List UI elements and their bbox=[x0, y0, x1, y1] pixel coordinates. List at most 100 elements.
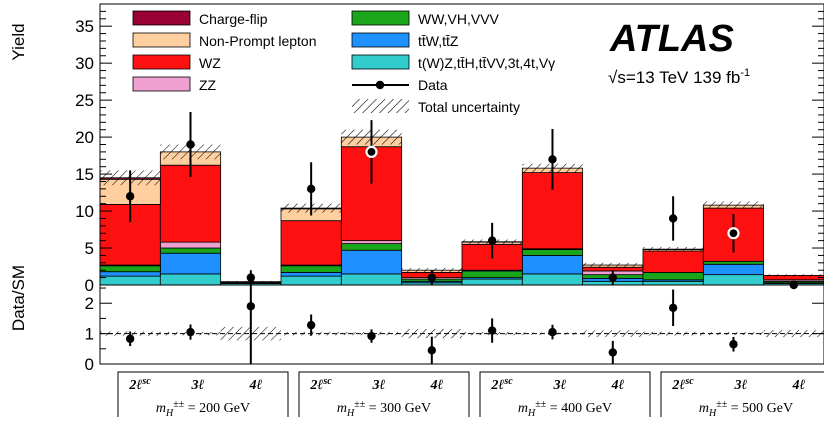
category-bin-label: 4ℓ bbox=[430, 378, 444, 393]
bar-segment-3-4 bbox=[341, 241, 401, 244]
bar-segment-2-7 bbox=[522, 250, 582, 256]
legend-swatch bbox=[352, 11, 409, 25]
legend-swatch bbox=[133, 77, 190, 91]
bin-label-sup: sc bbox=[322, 376, 332, 387]
data-point-2 bbox=[247, 273, 255, 281]
data-point-1 bbox=[186, 140, 194, 148]
bin-label-main: 3ℓ bbox=[191, 378, 205, 393]
bar-segment-1-10 bbox=[703, 264, 763, 274]
bar-segment-4-9 bbox=[643, 251, 703, 272]
bar-segment-2-6 bbox=[462, 271, 522, 278]
bar-segment-2-4 bbox=[341, 244, 401, 251]
ratio-point-2 bbox=[247, 302, 255, 310]
ratio-tick-label: 2 bbox=[85, 294, 94, 313]
mass-main: m bbox=[518, 401, 528, 416]
bin-label-main: 4ℓ bbox=[792, 378, 806, 393]
legend-swatch bbox=[133, 11, 190, 25]
bin-label-main: 2ℓ bbox=[490, 378, 504, 393]
data-point-8 bbox=[609, 273, 617, 281]
ratio-point-4 bbox=[367, 332, 375, 340]
legend-hatch-swatch bbox=[352, 99, 409, 113]
legend-swatch bbox=[133, 33, 190, 47]
bin-label-main: 3ℓ bbox=[553, 378, 567, 393]
mass-main: m bbox=[699, 401, 709, 416]
ratio-tick-label: 1 bbox=[85, 325, 94, 344]
bin-label-main: 4ℓ bbox=[611, 378, 625, 393]
data-point-9 bbox=[669, 214, 677, 222]
legend-label: Data bbox=[418, 77, 448, 93]
mass-main: m bbox=[337, 401, 347, 416]
bar-segment-2-1 bbox=[160, 248, 220, 253]
bar-segment-2-9 bbox=[643, 272, 703, 279]
bar-segment-0-9 bbox=[643, 281, 703, 285]
bar-segment-1-7 bbox=[522, 255, 582, 273]
data-point-6 bbox=[488, 236, 496, 244]
ratio-point-9 bbox=[669, 304, 677, 312]
category-bin-label: 3ℓ bbox=[553, 378, 567, 393]
y-tick-label: 5 bbox=[85, 239, 94, 258]
energy-label: √s=13 TeV 139 fb-1 bbox=[608, 67, 750, 87]
data-point-5 bbox=[428, 273, 436, 281]
mass-sup: ±± bbox=[354, 399, 365, 410]
bar-segment-2-0 bbox=[100, 266, 160, 272]
data-point-4 bbox=[366, 147, 376, 157]
uncertainty-band-11 bbox=[764, 274, 824, 276]
bin-label-sup: sc bbox=[141, 376, 151, 387]
legend-swatch bbox=[352, 55, 409, 69]
uncertainty-band-8 bbox=[583, 263, 643, 267]
mass-value: = 500 GeV bbox=[727, 401, 793, 416]
category-bin-label: 4ℓ bbox=[611, 378, 625, 393]
data-point-7 bbox=[548, 155, 556, 163]
mass-sup: ±± bbox=[535, 399, 546, 410]
bin-label-sup: sc bbox=[684, 376, 694, 387]
legend-label: WW,VH,VVV bbox=[418, 11, 500, 27]
ratio-point-8 bbox=[609, 348, 617, 356]
experiment-label: ATLAS bbox=[609, 18, 734, 60]
bin-label-sup: sc bbox=[503, 376, 513, 387]
bar-segment-3-1 bbox=[160, 242, 220, 248]
legend-label: Charge-flip bbox=[199, 11, 268, 27]
ratio-tick-label: 0 bbox=[85, 355, 94, 374]
category-bin-label: 3ℓ bbox=[191, 378, 205, 393]
y-axis-title: Yield bbox=[9, 23, 28, 60]
y-tick-label: 15 bbox=[75, 165, 94, 184]
bar-segment-0-0 bbox=[100, 276, 160, 285]
bin-label-main: 4ℓ bbox=[249, 378, 263, 393]
legend-label: Total uncertainty bbox=[418, 99, 520, 115]
legend-label: tt̄W,tt̄Z bbox=[418, 33, 459, 49]
y-tick-label: 10 bbox=[75, 202, 94, 221]
bar-segment-0-3 bbox=[281, 276, 341, 285]
bar-segment-0-6 bbox=[462, 279, 522, 285]
bar-segment-0-10 bbox=[703, 275, 763, 285]
bin-label-main: 2ℓ bbox=[671, 378, 685, 393]
y-tick-label: 30 bbox=[75, 54, 94, 73]
data-point-3 bbox=[307, 185, 315, 193]
legend-label: t(W)Z,tt̄H,tt̄VV,3t,4t,Vγ bbox=[418, 55, 555, 71]
bar-segment-1-3 bbox=[281, 272, 341, 276]
ratio-point-1 bbox=[186, 328, 194, 336]
ratio-point-5 bbox=[428, 346, 436, 354]
ratio-panel-uncertainty bbox=[100, 327, 824, 341]
bar-segment-0-4 bbox=[341, 274, 401, 285]
ratio-panel-frame bbox=[100, 285, 824, 364]
ratio-point-3 bbox=[307, 321, 315, 329]
uncertainty-band-9 bbox=[643, 247, 703, 251]
mass-sup: ±± bbox=[716, 399, 727, 410]
bar-segment-0-7 bbox=[522, 274, 582, 285]
y-tick-label: 20 bbox=[75, 128, 94, 147]
bar-segment-1-4 bbox=[341, 250, 401, 274]
legend-label: WZ bbox=[199, 55, 221, 71]
uncertainty-band-10 bbox=[703, 201, 763, 208]
mass-value: = 300 GeV bbox=[365, 401, 431, 416]
y-tick-label: 0 bbox=[85, 276, 94, 295]
legend-label: Non-Prompt lepton bbox=[199, 33, 317, 49]
category-bin-label: 3ℓ bbox=[372, 378, 386, 393]
mass-value: = 200 GeV bbox=[184, 401, 250, 416]
ratio-y-axis-title: Data/SM bbox=[9, 265, 28, 331]
